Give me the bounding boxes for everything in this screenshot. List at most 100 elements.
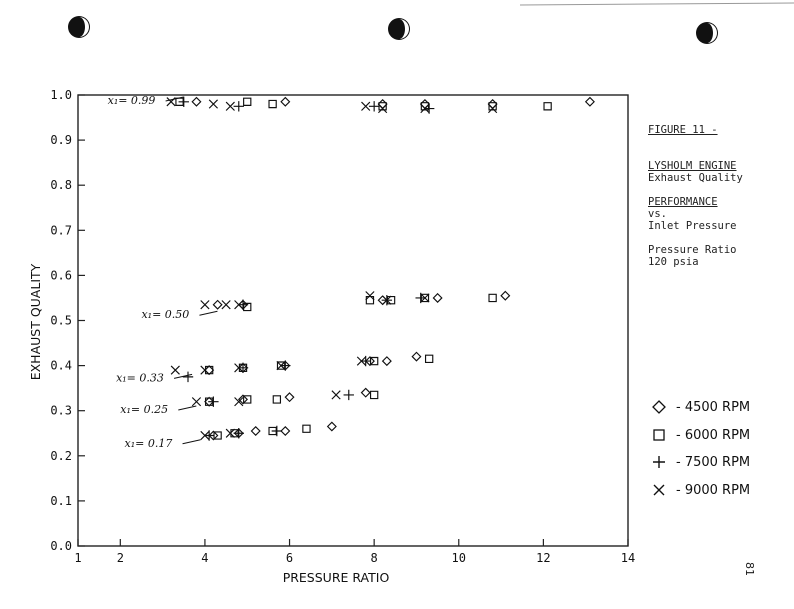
data-point-4500-rpm bbox=[381, 356, 392, 367]
data-point-9000-rpm bbox=[221, 300, 231, 310]
y-tick-label: 0.2 bbox=[50, 449, 72, 463]
chart-annotations: x₁= 0.99 x₁= 0.50 x₁= 0.33 x₁= 0.25 x₁= 0.17 bbox=[108, 94, 218, 450]
y-tick-label: 0.8 bbox=[50, 178, 72, 192]
data-point-4500-rpm bbox=[360, 387, 371, 398]
data-point-4500-rpm bbox=[280, 96, 291, 107]
data-point-6000-rpm bbox=[488, 293, 497, 303]
condition-line: 120 psia bbox=[648, 256, 699, 268]
data-point-9000-rpm bbox=[234, 363, 244, 373]
data-point-4500-rpm bbox=[364, 356, 375, 367]
data-point-6000-rpm bbox=[424, 354, 434, 364]
binder-hole-icon bbox=[68, 16, 90, 38]
data-point-4500-rpm bbox=[208, 430, 219, 441]
data-point-9000-rpm bbox=[365, 291, 375, 301]
quality-annotation: x₁= 0.99 bbox=[108, 94, 156, 107]
data-point-6000-rpm bbox=[488, 102, 497, 111]
page-edge-line bbox=[519, 2, 794, 6]
x-tick-label: 4 bbox=[201, 551, 208, 565]
data-point-4500-rpm bbox=[487, 99, 498, 110]
data-point-4500-rpm bbox=[377, 99, 388, 110]
quality-annotation: x₁= 0.33 bbox=[116, 371, 164, 384]
chart-marks bbox=[166, 96, 595, 441]
subtitle-line: Exhaust Quality bbox=[648, 172, 743, 184]
y-axis-label: EXHAUST QUALITY bbox=[28, 263, 43, 380]
figure-title-line: PERFORMANCE bbox=[648, 196, 718, 208]
data-point-6000-rpm bbox=[369, 390, 379, 400]
data-point-7500-rpm bbox=[178, 96, 189, 107]
data-point-4500-rpm bbox=[280, 425, 291, 437]
data-point-4500-rpm bbox=[250, 425, 261, 437]
legend-item-9000: - 9000 RPM bbox=[652, 481, 750, 499]
legend-item-7500: - 7500 RPM bbox=[652, 453, 750, 471]
data-point-4500-rpm bbox=[204, 396, 215, 407]
y-tick-label: 0.9 bbox=[50, 133, 72, 147]
data-point-7500-rpm bbox=[368, 101, 380, 112]
y-tick-label: 0.1 bbox=[50, 494, 72, 508]
data-point-4500-rpm bbox=[411, 351, 422, 362]
legend-label: - 6000 RPM bbox=[676, 427, 751, 443]
data-point-9000-rpm bbox=[170, 365, 180, 375]
x-tick-label: 8 bbox=[371, 551, 378, 565]
data-point-4500-rpm bbox=[284, 392, 295, 403]
y-tick-label: 0.5 bbox=[50, 314, 72, 328]
data-point-6000-rpm bbox=[204, 397, 214, 406]
data-point-6000-rpm bbox=[543, 102, 552, 111]
legend-item-4500: - 4500 RPM bbox=[652, 398, 750, 416]
figure-title-line: LYSHOLM ENGINE bbox=[648, 160, 737, 172]
subtitle-line: vs. bbox=[648, 208, 667, 220]
data-point-6000-rpm bbox=[272, 395, 282, 404]
y-tick-label: 1.0 bbox=[50, 88, 72, 102]
x-axis-label: PRESSURE RATIO bbox=[283, 570, 390, 585]
data-point-9000-rpm bbox=[356, 356, 367, 366]
data-point-6000-rpm bbox=[302, 424, 311, 433]
data-point-4500-rpm bbox=[584, 96, 595, 107]
page-number: 81 bbox=[743, 562, 756, 576]
legend-label: - 9000 RPM bbox=[676, 482, 751, 498]
x-tick-label: 14 bbox=[621, 551, 635, 565]
data-point-6000-rpm bbox=[268, 426, 277, 436]
test-condition: Inlet Pressure 120 psia bbox=[648, 196, 737, 280]
quality-annotation: x₁= 0.25 bbox=[120, 403, 168, 416]
annotation-leader-line bbox=[173, 373, 193, 379]
data-point-9000-rpm bbox=[378, 103, 388, 114]
annotation-leader-line bbox=[199, 310, 218, 316]
data-point-6000-rpm bbox=[369, 356, 379, 366]
data-point-6000-rpm bbox=[243, 302, 252, 312]
data-point-4500-rpm bbox=[500, 290, 511, 301]
figure-subtitle: Exhaust Quality vs. Pressure Ratio bbox=[648, 148, 743, 268]
figure-title: FIGURE 11 - LYSHOLM ENGINE PERFORMANCE bbox=[648, 100, 737, 220]
legend-label: - 7500 RPM bbox=[676, 454, 751, 470]
data-point-7500-rpm bbox=[233, 428, 244, 439]
data-point-6000-rpm bbox=[243, 97, 252, 106]
data-point-9000-rpm bbox=[488, 103, 498, 114]
condition-line: Inlet Pressure bbox=[648, 220, 737, 232]
chart-ticks: 0.00.10.20.30.40.50.60.70.80.91.01 2 4 6 8 10… bbox=[50, 88, 635, 565]
data-point-9000-rpm bbox=[420, 103, 430, 114]
data-point-9000-rpm bbox=[382, 295, 392, 305]
data-point-9000-rpm bbox=[208, 99, 218, 109]
annotation-leader-line bbox=[165, 96, 184, 102]
data-point-6000-rpm bbox=[420, 102, 430, 111]
data-point-4500-rpm bbox=[326, 421, 337, 432]
legend-label: - 4500 RPM bbox=[676, 399, 751, 415]
data-point-6000-rpm bbox=[378, 102, 387, 111]
figure-title-line: FIGURE 11 - bbox=[648, 124, 718, 136]
data-point-9000-rpm bbox=[331, 390, 341, 400]
y-tick-label: 0.7 bbox=[50, 223, 72, 237]
x-mark-icon bbox=[653, 484, 665, 496]
binder-hole-icon bbox=[696, 22, 718, 44]
x-tick-label: 6 bbox=[286, 551, 293, 565]
data-point-9000-rpm bbox=[200, 300, 210, 310]
data-point-7500-rpm bbox=[271, 425, 283, 437]
data-point-7500-rpm bbox=[233, 101, 244, 112]
data-point-6000-rpm bbox=[243, 395, 252, 404]
x-tick-label: 1 bbox=[74, 551, 81, 565]
y-tick-label: 0.0 bbox=[50, 539, 72, 553]
x-tick-label: 10 bbox=[452, 551, 466, 565]
subtitle-line: Pressure Ratio bbox=[648, 244, 737, 256]
diamond-icon bbox=[652, 400, 666, 414]
data-point-7500-rpm bbox=[343, 389, 354, 401]
data-point-4500-rpm bbox=[191, 96, 202, 107]
y-tick-label: 0.4 bbox=[50, 359, 72, 373]
